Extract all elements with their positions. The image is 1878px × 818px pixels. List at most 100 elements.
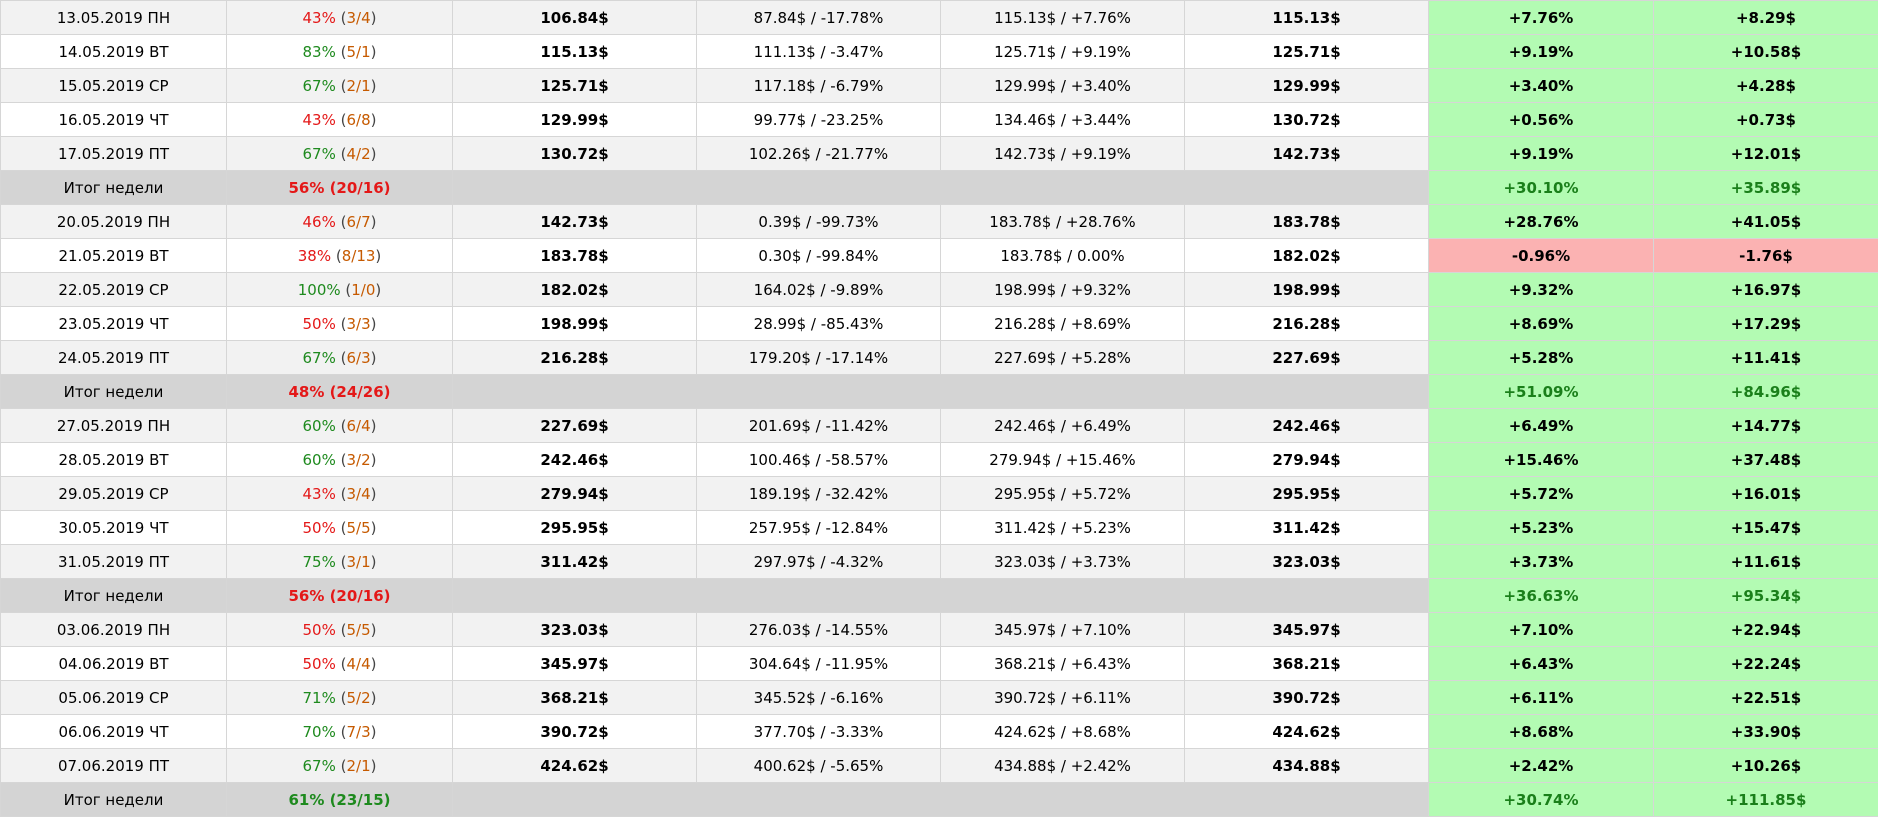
win-rate-percent: 50% [302,314,336,333]
win-rate-cell: 50% (4/4) [226,646,453,681]
close-balance-cell: 368.21$ [1184,646,1429,681]
summary-empty-cell [452,374,1429,409]
usd-change-cell: +41.05$ [1653,204,1878,239]
win-rate-cell: 67% (2/1) [226,68,453,103]
usd-change-cell: +4.28$ [1653,68,1878,103]
percent-change-cell: -0.96% [1428,238,1654,273]
ratio-slash: / [356,314,362,333]
percent-change-cell: +6.49% [1428,408,1654,443]
open-paren: ( [335,314,347,333]
win-rate-cell: 43% (3/4) [226,0,453,35]
day-row: 29.05.2019 СР 43% (3/4) 279.94$ 189.19$ / -… [0,476,1878,511]
summary-win-rate: 61% (23/15) [226,782,453,817]
date-cell: 27.05.2019 ПН [0,408,227,443]
summary-empty-cell [452,170,1429,205]
low-balance-cell: 0.30$ / -99.84% [696,238,941,273]
usd-change-cell: +16.01$ [1653,476,1878,511]
close-paren: ) [370,722,377,741]
percent-change-cell: +28.76% [1428,204,1654,239]
win-rate-percent: 50% [302,518,336,537]
open-paren: ( [335,348,347,367]
date-cell: 21.05.2019 ВТ [0,238,227,273]
high-balance-cell: 279.94$ / +15.46% [940,442,1185,477]
win-rate-percent: 75% [302,552,336,571]
summary-label: Итог недели [0,578,227,613]
losses-count: 3 [361,314,371,333]
high-balance-cell: 323.03$ / +3.73% [940,544,1185,579]
low-balance-cell: 377.70$ / -3.33% [696,714,941,749]
losses-count: 7 [361,212,371,231]
high-balance-cell: 311.42$ / +5.23% [940,510,1185,545]
day-row: 17.05.2019 ПТ 67% (4/2) 130.72$ 102.26$ / -… [0,136,1878,171]
open-paren: ( [335,450,347,469]
date-cell: 04.06.2019 ВТ [0,646,227,681]
low-balance-cell: 99.77$ / -23.25% [696,102,941,137]
high-balance-cell: 295.95$ / +5.72% [940,476,1185,511]
day-row: 13.05.2019 ПН 43% (3/4) 106.84$ 87.84$ / -1… [0,0,1878,35]
usd-change-cell: +22.94$ [1653,612,1878,647]
summary-win-rate: 48% (24/26) [226,374,453,409]
date-cell: 03.06.2019 ПН [0,612,227,647]
win-rate-cell: 50% (3/3) [226,306,453,341]
low-balance-cell: 117.18$ / -6.79% [696,68,941,103]
close-balance-cell: 311.42$ [1184,510,1429,545]
win-rate-percent: 83% [302,42,336,61]
close-paren: ) [370,688,377,707]
open-balance-cell: 311.42$ [452,544,697,579]
date-cell: 14.05.2019 ВТ [0,34,227,69]
losses-count: 4 [361,416,371,435]
usd-change-cell: +11.61$ [1653,544,1878,579]
week-summary-row: Итог недели 48% (24/26) +51.09% +84.96$ [0,374,1878,409]
losses-count: 13 [356,246,376,265]
date-cell: 17.05.2019 ПТ [0,136,227,171]
close-paren: ) [370,552,377,571]
close-balance-cell: 216.28$ [1184,306,1429,341]
day-row: 07.06.2019 ПТ 67% (2/1) 424.62$ 400.62$ / -… [0,748,1878,783]
ratio-slash: / [356,144,362,163]
losses-count: 2 [361,688,371,707]
low-balance-cell: 164.02$ / -9.89% [696,272,941,307]
usd-change-cell: +11.41$ [1653,340,1878,375]
date-cell: 20.05.2019 ПН [0,204,227,239]
percent-change-cell: +3.73% [1428,544,1654,579]
open-paren: ( [340,280,352,299]
day-row: 27.05.2019 ПН 60% (6/4) 227.69$ 201.69$ / -… [0,408,1878,443]
high-balance-cell: 390.72$ / +6.11% [940,680,1185,715]
low-balance-cell: 179.20$ / -17.14% [696,340,941,375]
date-cell: 16.05.2019 ЧТ [0,102,227,137]
wins-count: 3 [346,552,357,571]
summary-win-rate: 56% (20/16) [226,170,453,205]
close-paren: ) [370,42,377,61]
summary-usd-change: +35.89$ [1653,170,1878,205]
summary-empty-cell [452,782,1429,817]
close-paren: ) [370,620,377,639]
usd-change-cell: +22.24$ [1653,646,1878,681]
high-balance-cell: 216.28$ / +8.69% [940,306,1185,341]
wins-count: 3 [346,450,357,469]
wins-count: 4 [346,144,357,163]
high-balance-cell: 142.73$ / +9.19% [940,136,1185,171]
close-paren: ) [370,416,377,435]
close-balance-cell: 182.02$ [1184,238,1429,273]
summary-label: Итог недели [0,374,227,409]
win-rate-cell: 43% (3/4) [226,476,453,511]
date-cell: 06.06.2019 ЧТ [0,714,227,749]
ratio-slash: / [356,688,362,707]
ratio-slash: / [360,280,366,299]
usd-change-cell: +0.73$ [1653,102,1878,137]
high-balance-cell: 115.13$ / +7.76% [940,0,1185,35]
losses-count: 1 [361,42,371,61]
win-rate-cell: 46% (6/7) [226,204,453,239]
day-row: 15.05.2019 СР 67% (2/1) 125.71$ 117.18$ / -… [0,68,1878,103]
usd-change-cell: +33.90$ [1653,714,1878,749]
open-paren: ( [335,688,347,707]
close-balance-cell: 434.88$ [1184,748,1429,783]
open-paren: ( [335,518,347,537]
losses-count: 8 [361,110,371,129]
wins-count: 7 [346,722,357,741]
wins-count: 3 [346,484,357,503]
close-paren: ) [370,756,377,775]
wins-count: 3 [346,314,357,333]
open-paren: ( [335,76,347,95]
usd-change-cell: +10.26$ [1653,748,1878,783]
